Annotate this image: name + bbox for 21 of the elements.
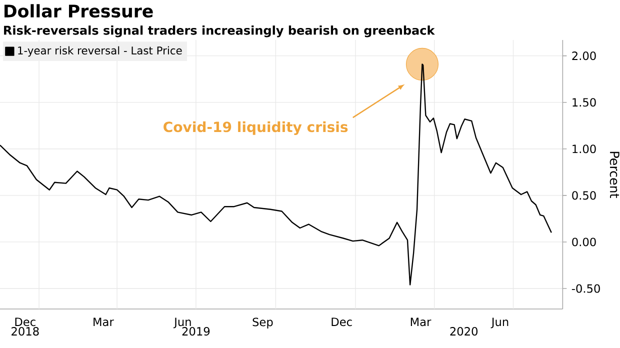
legend-label: 1-year risk reversal - Last Price [18, 46, 182, 57]
y-tick-label: 0.50 [572, 191, 596, 200]
chart-subtitle: Risk-reversals signal traders increasingly bearish on greenback [4, 26, 435, 38]
x-tick-label: Mar [410, 318, 432, 326]
x-tick-label: Dec [332, 318, 352, 326]
x2-tick-label: 2018 [12, 327, 39, 336]
annotation: Covid-19 liquidity crisis [164, 121, 348, 136]
y-tick-label: -0.50 [572, 284, 600, 293]
x-tick-label: Dec [15, 318, 36, 326]
x2-tick-label: 2020 [450, 327, 478, 336]
y-tick-label: 0.00 [572, 238, 596, 246]
x-tick-label: Jun [174, 318, 191, 328]
y-tick-label: 1.00 [572, 144, 596, 154]
x-tick-label: Mar [94, 318, 114, 326]
x-tick-label: Sep [252, 318, 273, 328]
y-tick-label: 1.50 [572, 98, 596, 107]
x2-tick-label: 2019 [182, 327, 210, 336]
y-axis-title: Percent [610, 152, 620, 198]
y-tick-label: 2.00 [572, 52, 596, 60]
x-tick-label: Jun [490, 318, 508, 328]
chart-title: Dollar Pressure [4, 4, 153, 18]
